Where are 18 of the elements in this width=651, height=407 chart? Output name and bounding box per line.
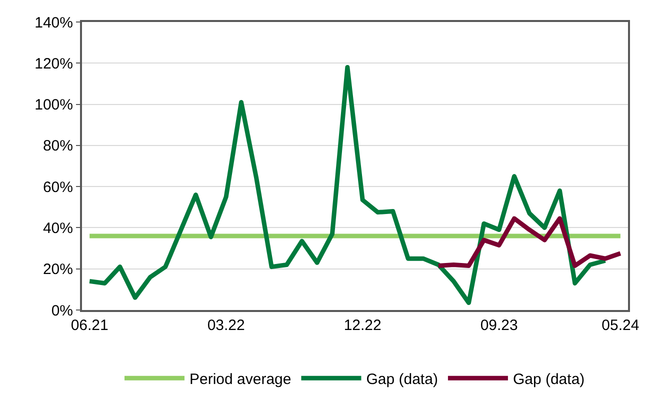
y-tick-label: 140%	[34, 14, 73, 32]
x-tick-label: 06.21	[70, 317, 108, 334]
y-tick-label: 120%	[34, 55, 73, 72]
y-tick-label: 60%	[42, 178, 73, 196]
legend-label: Gap (data)	[366, 370, 438, 388]
line-series	[87, 65, 608, 306]
legend-label: Gap (data)	[512, 370, 585, 388]
x-tick-label: 12.22	[344, 317, 382, 334]
x-tick-label: 03.22	[207, 317, 245, 334]
y-tick-label: 40%	[42, 220, 73, 237]
line-series	[436, 216, 623, 268]
x-tick-label: 05.24	[602, 317, 640, 334]
x-tick-label: 09.23	[480, 317, 518, 334]
y-tick-label: 20%	[42, 261, 73, 278]
legend-label: Period average	[190, 370, 292, 388]
y-tick-label: 0%	[51, 302, 73, 320]
y-tick-label: 80%	[42, 138, 73, 155]
y-tick-label: 100%	[34, 96, 73, 114]
